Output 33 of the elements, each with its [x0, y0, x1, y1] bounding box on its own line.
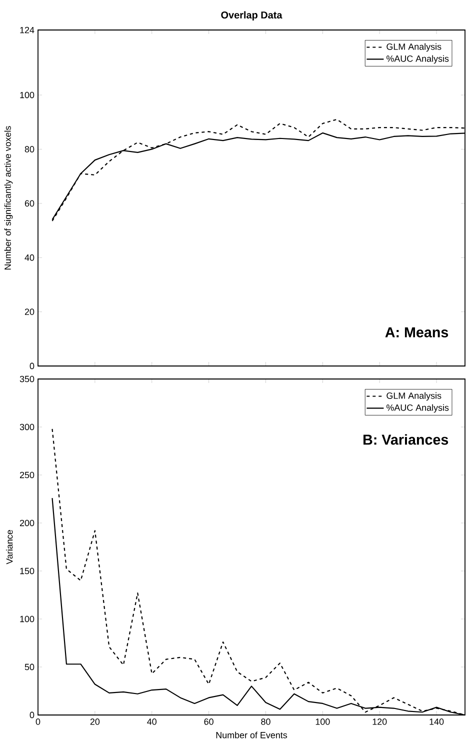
- y-tick-label: 60: [24, 200, 34, 207]
- x-tick-label: 0: [36, 718, 40, 725]
- y-tick-label: 124: [20, 26, 34, 34]
- y-tick-label: 100: [20, 92, 34, 98]
- y-tick-label: 0: [30, 712, 34, 718]
- x-tick-label: 40: [147, 718, 157, 725]
- x-tick-label: 100: [316, 718, 330, 725]
- y-tick-label: 0: [30, 362, 34, 370]
- legend-label: GLM Analysis: [386, 392, 442, 401]
- y-tick-label: 200: [20, 520, 34, 526]
- y-tick-label: 250: [20, 472, 34, 478]
- x-tick-label: 80: [261, 718, 270, 725]
- y-tick-label: 300: [20, 424, 34, 430]
- legend-label: %AUC Analysis: [386, 55, 449, 64]
- y-axis-title: Variance: [6, 530, 13, 564]
- x-axis-title: Number of Events: [216, 732, 288, 738]
- x-tick-label: 20: [90, 718, 100, 725]
- annotation: B: Variances: [363, 434, 448, 445]
- y-axis-title: Number of significantly active voxels: [4, 126, 13, 270]
- x-tick-label: 120: [372, 718, 387, 725]
- annotation: A: Means: [385, 327, 448, 338]
- chart-title: Overlap Data: [221, 11, 282, 20]
- x-tick-label: 140: [430, 718, 444, 725]
- y-tick-label: 40: [24, 254, 34, 261]
- legend-label: GLM Analysis: [386, 43, 442, 52]
- y-tick-label: 50: [24, 664, 34, 670]
- x-tick-label: 60: [204, 718, 214, 725]
- y-tick-label: 350: [20, 376, 34, 382]
- legend-label: %AUC Analysis: [386, 404, 449, 413]
- y-tick-label: 100: [20, 616, 34, 622]
- y-tick-label: 20: [24, 308, 34, 315]
- y-tick-label: 150: [20, 568, 34, 574]
- y-tick-label: 80: [24, 146, 34, 152]
